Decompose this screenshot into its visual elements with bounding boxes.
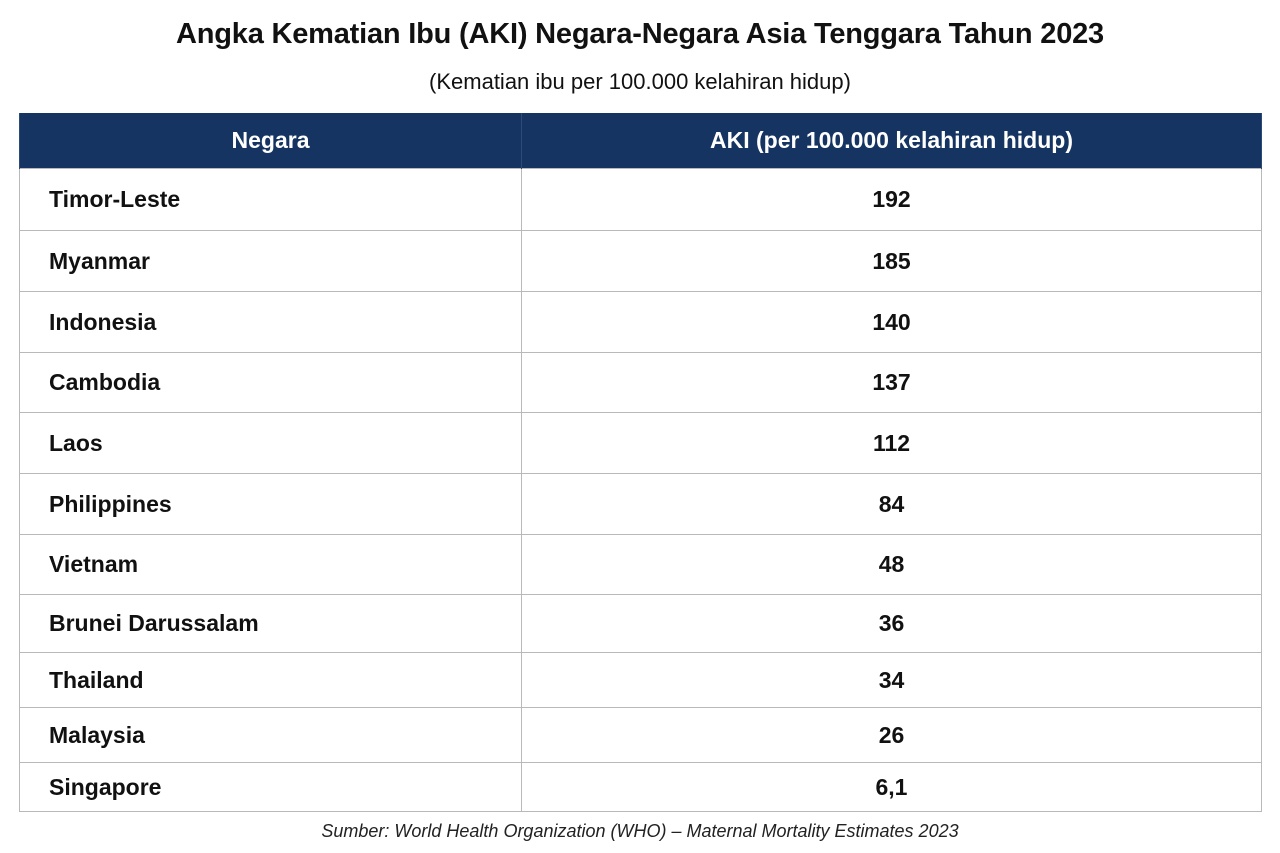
value-cell: 48 [521,534,1262,595]
table-header-row: Negara AKI (per 100.000 kelahiran hidup) [19,113,1262,169]
table-row: Timor-Leste 192 [19,168,1262,231]
value-cell: 185 [521,230,1262,292]
column-header-country: Negara [19,113,522,169]
value-cell: 140 [521,291,1262,353]
value-cell: 34 [521,652,1262,708]
country-cell: Malaysia [19,707,522,763]
data-table: Negara AKI (per 100.000 kelahiran hidup)… [19,113,1262,812]
value-cell: 112 [521,412,1262,474]
value-cell: 84 [521,473,1262,535]
country-cell: Singapore [19,762,522,812]
value-cell: 192 [521,168,1262,231]
value-cell: 36 [521,594,1262,653]
country-cell: Myanmar [19,230,522,292]
table-body: Timor-Leste 192 Myanmar 185 Indonesia 140 Camb… [19,168,1262,812]
column-header-value: AKI (per 100.000 kelahiran hidup) [521,113,1262,169]
value-cell: 26 [521,707,1262,763]
country-cell: Brunei Darussalam [19,594,522,653]
table-row: Brunei Darussalam 36 [19,594,1262,653]
table-row: Malaysia 26 [19,707,1262,763]
source-note: Sumber: World Health Organization (WHO) … [321,821,959,841]
table-row: Myanmar 185 [19,230,1262,292]
country-cell: Laos [19,412,522,474]
country-cell: Indonesia [19,291,522,353]
table-row: Singapore 6,1 [19,762,1262,812]
table-row: Indonesia 140 [19,291,1262,353]
table-row: Philippines 84 [19,473,1262,535]
country-cell: Cambodia [19,352,522,413]
data-table-container: Negara AKI (per 100.000 kelahiran hidup)… [19,113,1262,812]
table-row: Thailand 34 [19,652,1262,708]
value-cell: 6,1 [521,762,1262,812]
table-row: Laos 112 [19,412,1262,474]
chart-subtitle: (Kematian ibu per 100.000 kelahiran hidu… [429,69,851,94]
table-row: Vietnam 48 [19,534,1262,595]
country-cell: Timor-Leste [19,168,522,231]
table-row: Cambodia 137 [19,352,1262,413]
country-cell: Philippines [19,473,522,535]
country-cell: Vietnam [19,534,522,595]
chart-title: Angka Kematian Ibu (AKI) Negara-Negara A… [176,18,1104,50]
value-cell: 137 [521,352,1262,413]
country-cell: Thailand [19,652,522,708]
